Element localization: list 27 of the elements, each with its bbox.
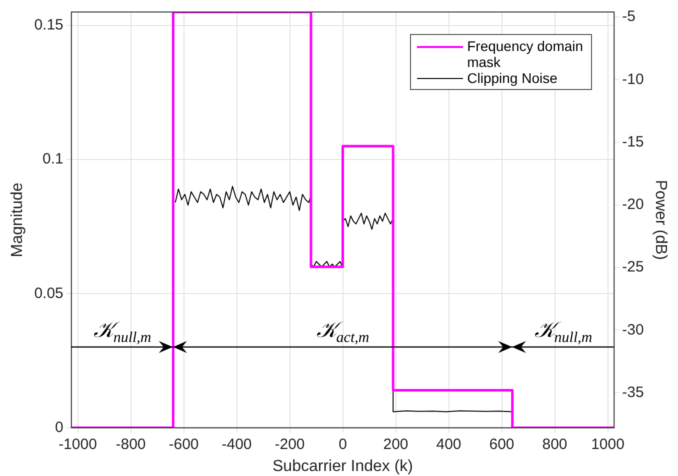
x-tick-label: -600 [168, 436, 199, 453]
legend-label: Clipping Noise [467, 70, 558, 86]
x-tick-label: 1000 [591, 436, 624, 453]
y-tick-label: 0.15 [34, 16, 64, 34]
y2-tick-label: -20 [622, 196, 644, 214]
x-axis-title: Subcarrier Index (k) [272, 458, 414, 475]
y2-tick-label: -35 [622, 384, 644, 401]
y2-tick-label: -25 [622, 258, 644, 276]
y2-tick-label: -15 [622, 133, 644, 150]
y-axis-title: Magnitude [9, 182, 26, 258]
y2-tick-label: -5 [622, 8, 636, 26]
y2-tick-label: -10 [622, 70, 644, 88]
y-tick-label: 0.05 [34, 284, 64, 302]
x-tick-label: 800 [542, 436, 568, 453]
x-tick-label: -1000 [58, 436, 97, 453]
x-tick-label: -800 [116, 436, 146, 453]
y-tick-label: 0 [55, 418, 64, 436]
x-tick-label: 400 [436, 436, 462, 453]
y2-tick-label: -30 [622, 321, 644, 338]
x-tick-label: -400 [222, 436, 252, 453]
y-tick-label: 0.1 [42, 150, 64, 168]
x-tick-label: 200 [383, 436, 408, 453]
x-tick-label: 600 [489, 436, 514, 453]
x-tick-label: -200 [274, 436, 305, 453]
x-tick-label: 0 [338, 436, 347, 453]
legend-label: Frequency domain mask [467, 38, 584, 70]
y2-axis-title: Power (dB) [652, 180, 669, 260]
